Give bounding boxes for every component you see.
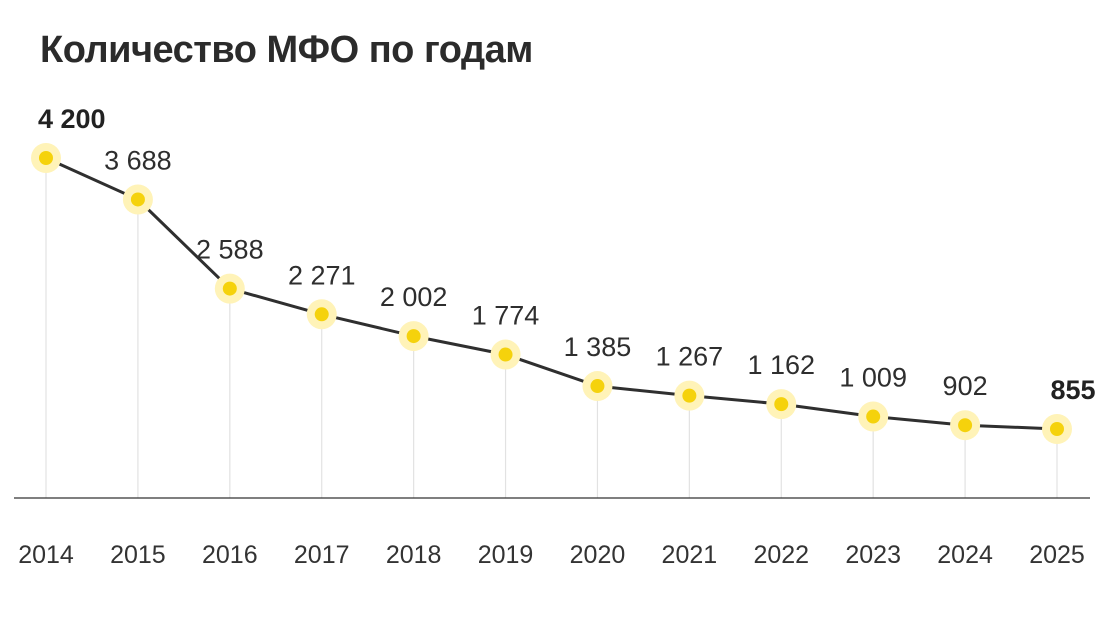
marker-dot [130, 192, 145, 207]
value-label-2025: 855 [1050, 375, 1095, 405]
value-label-2014: 4 200 [38, 104, 106, 134]
data-point-2025 [1042, 414, 1072, 444]
data-point-2017 [306, 299, 337, 330]
marker-dot [314, 307, 329, 322]
x-tick-2021: 2021 [662, 541, 718, 569]
marker-dot [406, 329, 421, 344]
chart-title: Количество МФО по годам [40, 29, 533, 71]
x-tick-2024: 2024 [937, 541, 993, 569]
data-point-2022 [766, 389, 797, 420]
series-line [44, 156, 1059, 431]
marker-dot [958, 418, 973, 433]
x-axis-ticks: 2014 2015 2016 2017 2018 2019 2020 2021 2022 2023… [18, 541, 1085, 569]
marker-dot [1050, 422, 1064, 436]
marker-dot [498, 347, 513, 362]
marker-dot [222, 281, 237, 296]
marker-dot [590, 379, 605, 394]
x-tick-2014: 2014 [18, 541, 74, 569]
data-point-2015 [122, 184, 153, 215]
data-point-2014 [31, 143, 61, 173]
x-tick-2023: 2023 [845, 541, 901, 569]
x-tick-2022: 2022 [753, 541, 809, 569]
value-label-2018: 2 002 [380, 282, 448, 312]
vertical-gridlines [45, 158, 1058, 498]
data-points [31, 143, 1072, 444]
x-tick-2017: 2017 [294, 541, 350, 569]
data-point-2016 [214, 273, 245, 304]
x-tick-2025: 2025 [1029, 541, 1085, 569]
marker-dot [682, 388, 697, 403]
x-tick-2018: 2018 [386, 541, 442, 569]
value-labels: 4 200 3 688 2 588 2 271 2 002 1 774 1 385 1 267… [38, 104, 1096, 405]
data-point-2019 [490, 339, 521, 370]
value-label-2015: 3 688 [104, 145, 172, 175]
x-tick-2016: 2016 [202, 541, 258, 569]
data-point-2021 [674, 380, 705, 411]
marker-dot [39, 151, 53, 165]
value-label-2023: 1 009 [839, 363, 907, 393]
data-point-2020 [582, 371, 613, 402]
x-tick-2019: 2019 [478, 541, 534, 569]
value-label-2024: 902 [943, 371, 988, 401]
marker-dot [774, 397, 789, 412]
value-label-2021: 1 267 [656, 342, 724, 372]
data-point-2018 [398, 321, 429, 352]
value-label-2017: 2 271 [288, 260, 356, 290]
value-label-2019: 1 774 [472, 301, 540, 331]
value-label-2022: 1 162 [747, 350, 815, 380]
value-label-2020: 1 385 [564, 332, 632, 362]
x-tick-2020: 2020 [570, 541, 626, 569]
x-tick-2015: 2015 [110, 541, 166, 569]
value-label-2016: 2 588 [196, 235, 264, 265]
marker-dot [866, 409, 881, 424]
data-point-2024 [950, 410, 981, 441]
data-point-2023 [858, 401, 889, 432]
